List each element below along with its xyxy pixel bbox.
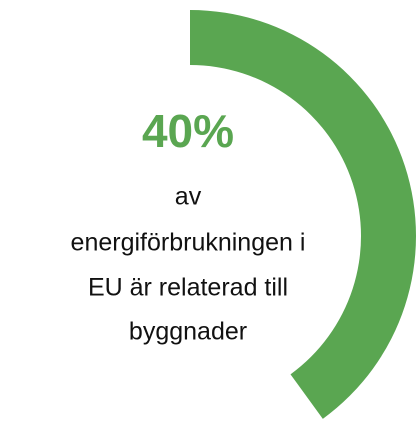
caption-line: byggnader <box>129 318 247 346</box>
arc <box>190 10 416 419</box>
caption-line: EU är relaterad till <box>88 274 288 302</box>
caption-line: av <box>175 183 202 211</box>
value-label: 40% <box>142 105 234 157</box>
caption-line: energiförbrukningen i <box>71 229 306 257</box>
